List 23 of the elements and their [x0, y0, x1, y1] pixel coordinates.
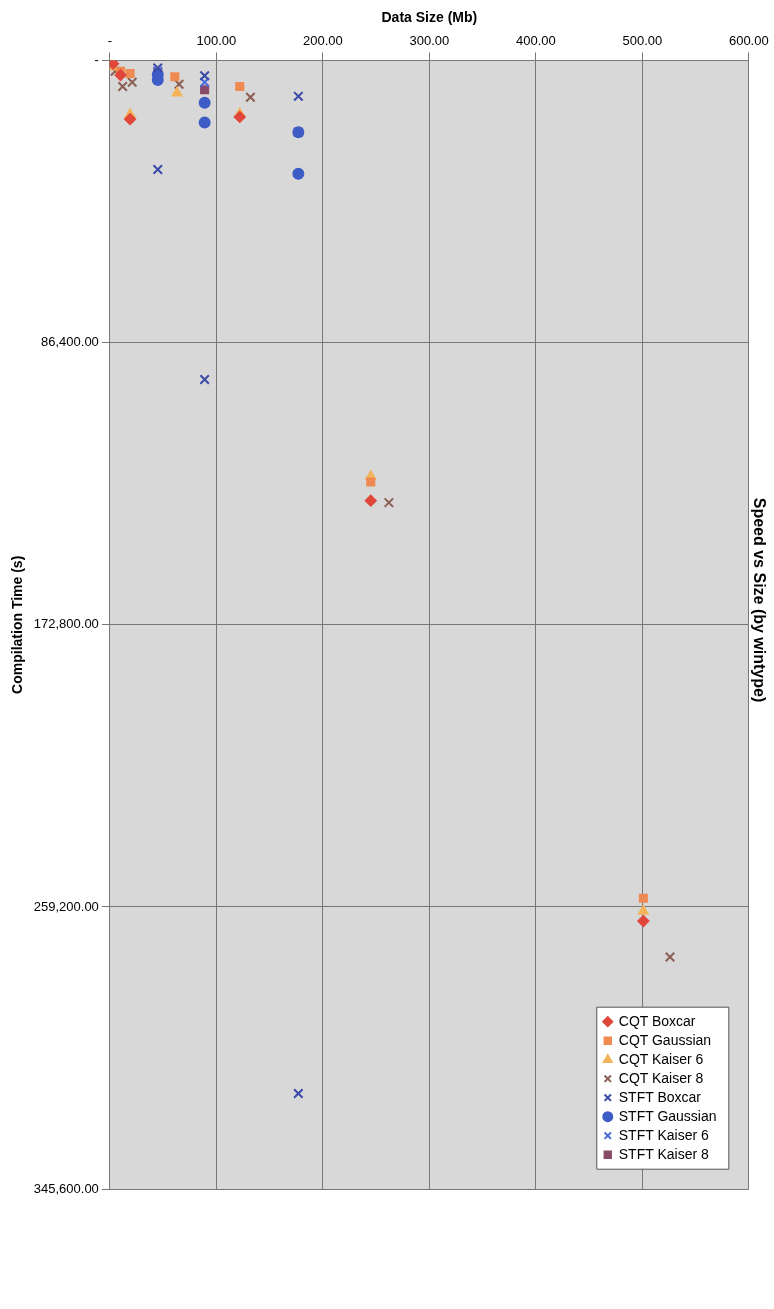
y-tick-label: - — [94, 51, 99, 67]
y-tick-label: 172,800.00 — [33, 616, 99, 632]
x-tick-label: - — [107, 33, 113, 49]
x-tick-label: 400.00 — [515, 33, 556, 49]
legend-label: STFT Boxcar — [618, 1088, 702, 1105]
legend-label: CQT Kaiser 8 — [618, 1069, 704, 1086]
legend-label: STFT Gaussian — [618, 1107, 717, 1124]
legend-label: CQT Gaussian — [618, 1031, 712, 1048]
y-tick-label: 259,200.00 — [33, 898, 99, 914]
x-tick-label: 100.00 — [196, 33, 237, 49]
legend-label: STFT Kaiser 6 — [618, 1126, 709, 1143]
y-tick-label: 86,400.00 — [41, 334, 99, 350]
text: Speed vs Size (by wintype) — [750, 497, 768, 703]
x-tick-label: 300.00 — [409, 33, 450, 49]
x-tick-label: 500.00 — [622, 33, 663, 49]
y-axis-title: Compilation Time (s) — [9, 555, 26, 694]
x-axis-title: Data Size (Mb) — [381, 9, 478, 26]
legend-label: CQT Boxcar — [618, 1012, 696, 1029]
legend-label: STFT Kaiser 8 — [618, 1145, 709, 1162]
legend-label: CQT Kaiser 6 — [618, 1050, 704, 1067]
y-tick-label: 345,600.00 — [33, 1180, 99, 1196]
x-tick-label: 200.00 — [302, 33, 343, 49]
x-tick-label: 600.00 — [728, 33, 769, 49]
